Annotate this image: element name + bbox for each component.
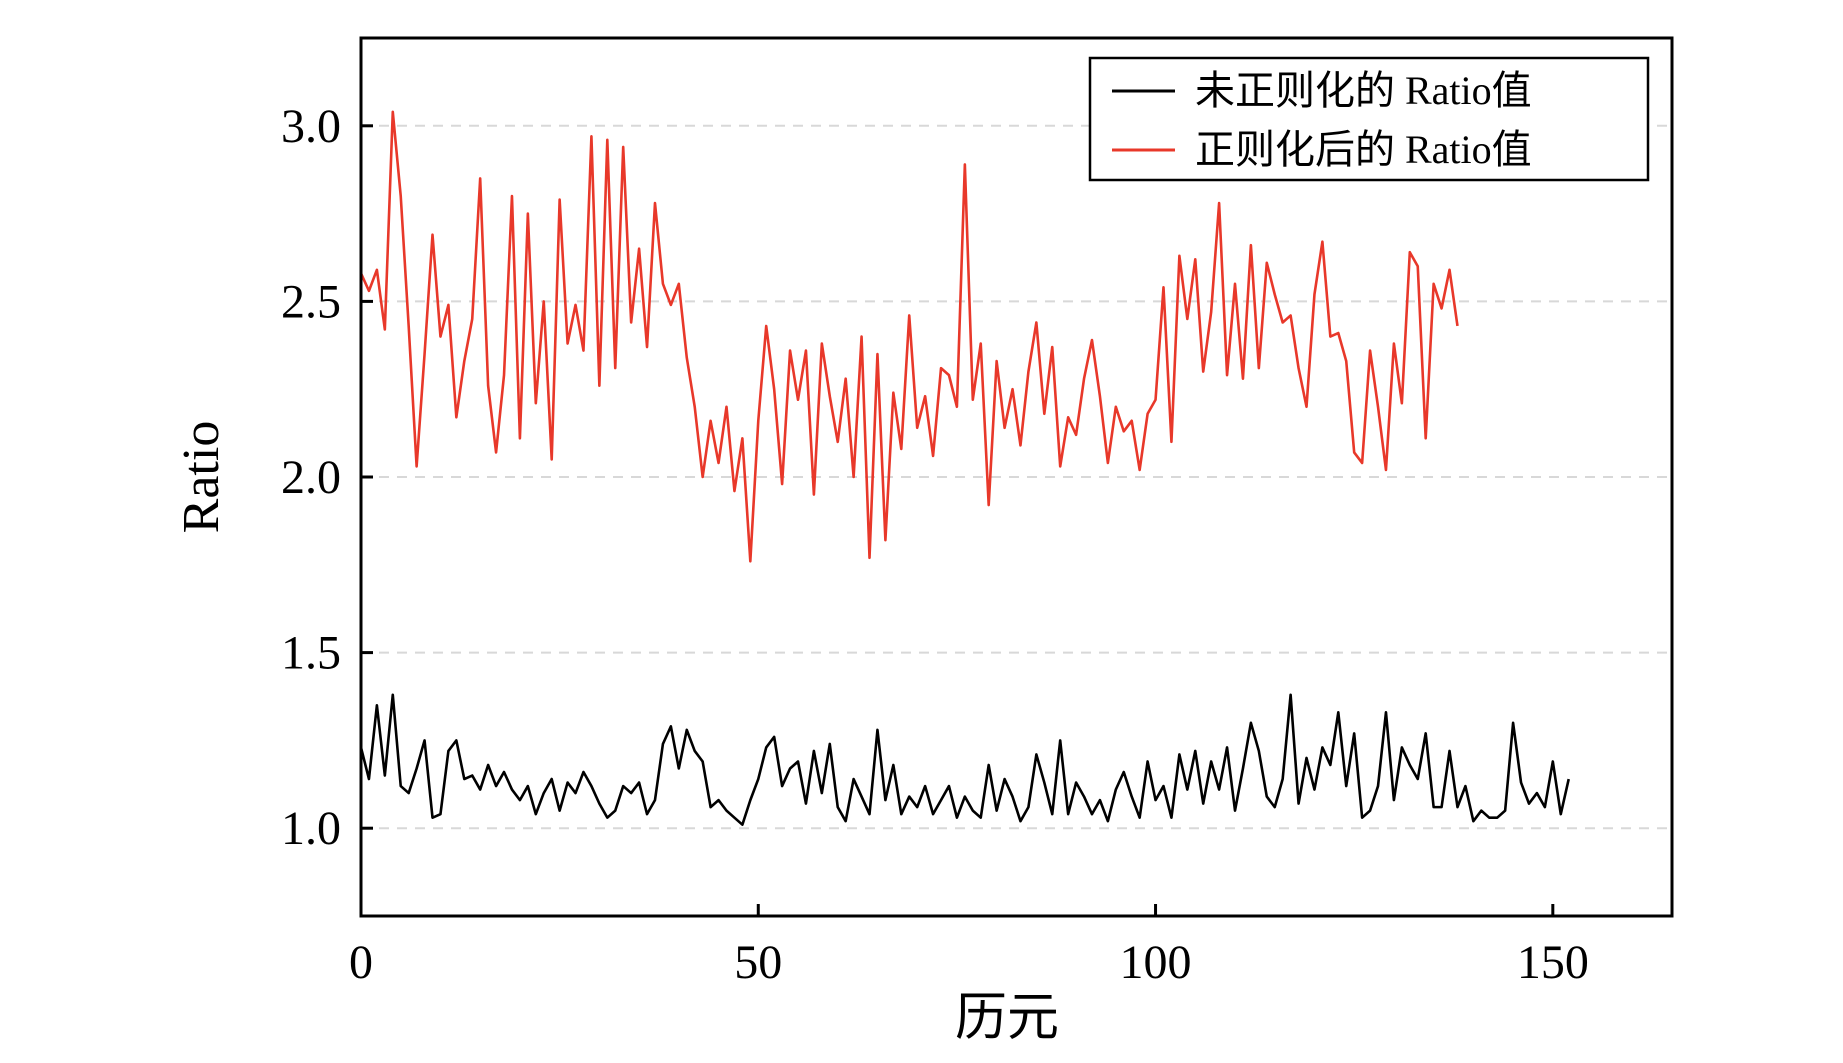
legend: 未正则化的 Ratio值 正则化后的 Ratio值 [1088,56,1650,182]
y-tick-label: 2.5 [281,275,341,328]
axis-tick-labels: 1.0 1.5 2.0 2.5 3.0 0 50 100 150 [281,100,1589,989]
y-tick-label: 3.0 [281,100,341,153]
series-lines [359,110,1570,826]
legend-label-unregularized: 未正则化的 Ratio值 [1195,68,1532,113]
x-tick-label: 50 [734,936,782,989]
x-tick-label: 100 [1120,936,1192,989]
x-tick-label: 150 [1517,936,1589,989]
legend-box [1088,56,1650,182]
series-line-regularized [359,110,1459,563]
y-tick-label: 1.5 [281,627,341,680]
y-tick-label: 2.0 [281,451,341,504]
legend-label-regularized: 正则化后的 Ratio值 [1195,127,1532,172]
series-line-unregularized [359,693,1570,826]
axis-ticks [359,124,1555,916]
x-tick-label: 0 [349,936,373,989]
x-axis-label: 历元 [955,990,1059,1047]
grid-lines [361,124,1672,830]
y-tick-label: 1.0 [281,802,341,855]
y-axis-label: Ratio [173,421,230,534]
